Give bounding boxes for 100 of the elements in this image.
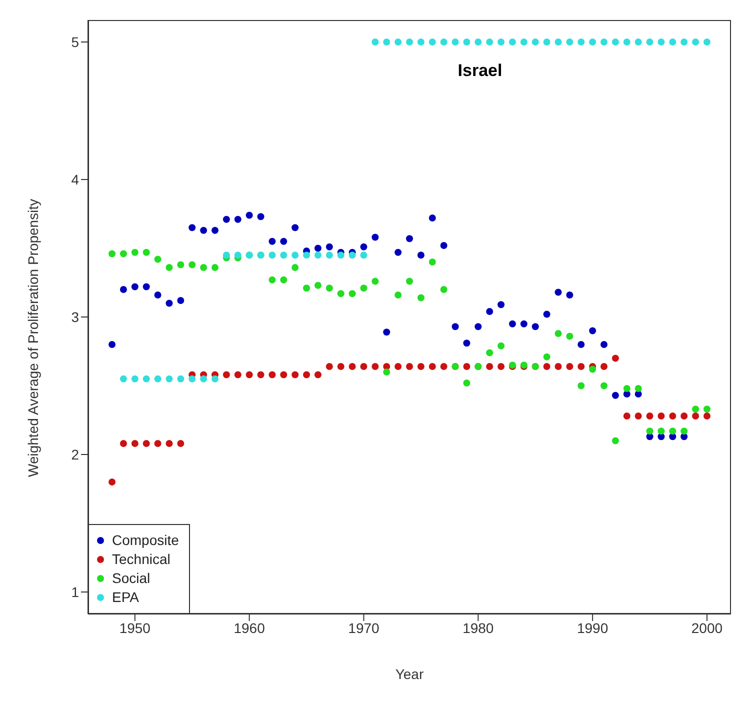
point <box>394 363 402 370</box>
x-tick-label: 1950 <box>119 620 151 636</box>
point <box>188 375 196 382</box>
point <box>292 264 299 271</box>
point <box>440 363 448 370</box>
point <box>692 406 700 413</box>
point <box>440 38 448 46</box>
point <box>360 284 368 292</box>
point <box>120 440 127 447</box>
point <box>680 428 688 435</box>
point <box>268 252 276 259</box>
point <box>360 252 368 259</box>
y-tick-label: 1 <box>71 584 80 600</box>
point <box>658 428 665 435</box>
point <box>692 412 700 420</box>
x-tick-label: 1980 <box>462 620 494 636</box>
point <box>188 224 196 232</box>
point <box>154 440 162 447</box>
point <box>348 363 356 370</box>
point <box>463 38 470 46</box>
point <box>246 212 253 219</box>
point <box>131 248 138 256</box>
x-tick-label: 1990 <box>576 620 608 636</box>
point <box>326 243 333 250</box>
point <box>131 440 138 447</box>
point <box>257 371 264 378</box>
point <box>142 283 150 290</box>
point <box>646 428 654 435</box>
point <box>234 371 242 378</box>
point <box>612 392 619 399</box>
point <box>600 382 608 390</box>
legend-label: Composite <box>112 531 179 550</box>
point <box>532 38 539 46</box>
point <box>634 385 642 392</box>
y-tick-label: 3 <box>71 308 80 325</box>
point <box>394 38 402 46</box>
point <box>578 341 585 348</box>
point <box>543 353 550 360</box>
point <box>463 380 470 386</box>
point <box>669 428 676 435</box>
point <box>554 38 562 46</box>
point <box>589 327 596 334</box>
point <box>200 375 208 382</box>
point <box>372 278 379 285</box>
point <box>520 320 528 328</box>
point <box>292 371 299 378</box>
point <box>692 38 700 46</box>
y-axis-title: Weighted Average of Proliferation Propensity <box>24 198 41 477</box>
point <box>177 375 184 382</box>
point <box>612 437 619 444</box>
point <box>543 38 550 46</box>
point <box>452 323 459 330</box>
point <box>532 323 539 330</box>
point <box>212 264 218 271</box>
point <box>120 250 127 258</box>
point <box>280 276 288 284</box>
point <box>554 363 562 370</box>
point <box>257 213 264 220</box>
point <box>314 282 322 289</box>
point <box>566 38 574 46</box>
point <box>554 288 562 296</box>
point <box>222 371 230 378</box>
point <box>154 256 162 263</box>
point <box>417 38 424 46</box>
point <box>428 38 436 46</box>
point <box>428 363 436 370</box>
point <box>612 354 619 362</box>
point <box>314 244 322 252</box>
point <box>188 261 196 268</box>
point <box>486 308 494 315</box>
point <box>600 363 608 370</box>
point <box>383 368 390 376</box>
point <box>634 412 642 420</box>
point <box>589 366 596 373</box>
point <box>463 340 470 347</box>
point <box>486 349 494 356</box>
point <box>498 342 505 350</box>
point <box>108 250 116 258</box>
point <box>303 252 310 259</box>
point <box>280 252 288 259</box>
x-axis-title: Year <box>395 666 424 682</box>
point <box>623 38 630 46</box>
point <box>337 252 344 259</box>
point <box>120 375 127 382</box>
point <box>612 38 619 46</box>
point <box>154 375 162 382</box>
point <box>394 292 402 298</box>
point <box>554 330 562 337</box>
point <box>177 440 184 447</box>
point <box>234 252 242 259</box>
point <box>578 38 585 46</box>
point <box>166 440 173 447</box>
point <box>326 363 333 370</box>
point <box>154 292 162 298</box>
point <box>166 300 173 307</box>
point <box>474 38 482 46</box>
point <box>222 216 230 223</box>
x-tick-label: 1970 <box>348 620 380 636</box>
point <box>326 284 333 292</box>
point <box>440 286 448 293</box>
